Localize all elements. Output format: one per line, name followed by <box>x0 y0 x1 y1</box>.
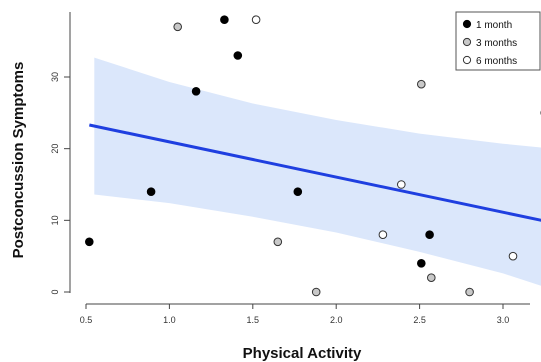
data-point-3-months <box>273 237 283 247</box>
data-point-1-month <box>417 259 426 268</box>
x-tick-label: 1.0 <box>163 315 176 325</box>
data-point-1-month <box>293 187 303 196</box>
legend-label-3-months: 3 months <box>476 38 517 49</box>
data-points-layer <box>85 15 541 297</box>
legend-label-1-month: 1 month <box>476 20 512 31</box>
data-point-6-months <box>251 15 261 25</box>
x-tick-label: 3.0 <box>497 315 510 325</box>
x-axis-title: Physical Activity <box>243 345 362 362</box>
ticks-layer: 0.5 1.0 1.5 2.0 2.5 3.0 0 10 20 30 <box>50 72 509 325</box>
data-point-3-months <box>417 79 426 89</box>
x-tick-label: 0.5 <box>80 315 93 325</box>
data-point-3-months <box>465 287 474 297</box>
y-axis-title: Postconcussion Symptoms <box>10 62 27 259</box>
y-tick-label: 20 <box>50 144 60 154</box>
legend-label-6-months: 6 months <box>476 56 517 67</box>
data-point-1-month <box>220 15 229 25</box>
data-point-1-month <box>85 237 94 247</box>
legend-marker-1-month <box>462 19 472 29</box>
y-tick-label: 10 <box>50 215 60 225</box>
y-tick-label: 30 <box>50 72 60 82</box>
data-point-6-months <box>508 251 518 261</box>
data-point-1-month <box>425 230 434 239</box>
legend: 1 month 3 months 6 months <box>455 11 541 71</box>
x-tick-label: 2.0 <box>330 315 343 325</box>
data-point-1-month <box>233 51 243 60</box>
data-point-3-months <box>427 273 436 283</box>
y-tick-label: 0 <box>50 289 60 294</box>
regression-line <box>89 123 541 222</box>
data-point-3-months <box>311 287 321 297</box>
legend-marker-6-months <box>462 55 472 65</box>
axes-layer <box>69 12 530 305</box>
x-tick-label: 2.5 <box>413 315 426 325</box>
data-point-3-months <box>173 22 182 32</box>
data-point-1-month <box>191 87 201 96</box>
data-point-6-months <box>378 230 388 239</box>
data-point-6-months <box>397 180 406 189</box>
legend-marker-3-months <box>462 37 472 47</box>
x-tick-label: 1.5 <box>247 315 260 325</box>
regression-line-layer <box>89 123 541 222</box>
data-point-1-month <box>146 187 156 196</box>
